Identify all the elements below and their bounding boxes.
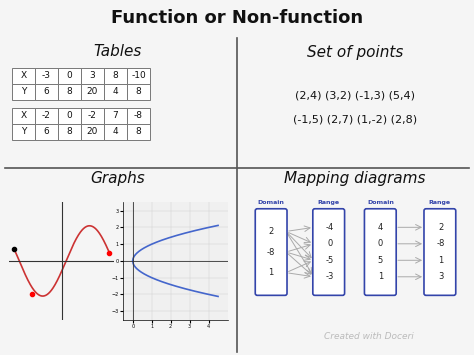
Text: 3: 3 [90,71,95,81]
Bar [35,68,58,84]
Bar [81,124,104,140]
Text: 4: 4 [113,127,118,137]
Text: Mapping diagrams: Mapping diagrams [284,170,426,186]
FancyBboxPatch shape [255,209,287,295]
Bar [58,84,81,100]
FancyBboxPatch shape [365,209,396,295]
Bar [12,124,35,140]
Text: 8: 8 [67,127,73,137]
Text: X: X [20,111,27,120]
Text: 4: 4 [113,87,118,97]
FancyBboxPatch shape [424,209,456,295]
Bar [127,68,150,84]
Text: Y: Y [21,127,26,137]
Text: 2: 2 [268,227,274,236]
Text: (2,4) (3,2) (-1,3) (5,4): (2,4) (3,2) (-1,3) (5,4) [295,90,415,100]
Bar [104,84,127,100]
Text: 1: 1 [378,272,383,281]
Text: 5: 5 [378,256,383,265]
Bar [81,68,104,84]
FancyBboxPatch shape [313,209,345,295]
Text: Y: Y [21,87,26,97]
Bar [58,124,81,140]
Text: 8: 8 [136,87,141,97]
Bar [35,84,58,100]
Bar [127,108,150,124]
Bar [104,124,127,140]
Text: 0: 0 [67,71,73,81]
Text: 20: 20 [87,87,98,97]
Text: Range: Range [318,200,340,204]
Text: 8: 8 [113,71,118,81]
Text: Function or Non-function: Function or Non-function [111,9,363,27]
Text: Tables: Tables [94,44,142,60]
Bar [127,84,150,100]
Text: -3: -3 [326,272,334,281]
Bar [35,108,58,124]
Text: Graphs: Graphs [91,170,146,186]
Bar [81,108,104,124]
Text: -8: -8 [134,111,143,120]
Bar [81,84,104,100]
Text: -8: -8 [437,239,445,248]
Text: Domain: Domain [367,200,394,204]
Text: 4: 4 [378,223,383,232]
Text: X: X [20,71,27,81]
Text: 0: 0 [67,111,73,120]
Text: (-1,5) (2,7) (1,-2) (2,8): (-1,5) (2,7) (1,-2) (2,8) [293,115,417,125]
Bar [35,124,58,140]
Text: -8: -8 [267,247,275,257]
Text: -5: -5 [326,256,334,265]
Text: -2: -2 [42,111,51,120]
Text: -10: -10 [131,71,146,81]
Text: 0: 0 [327,239,332,248]
Text: 7: 7 [113,111,118,120]
Bar [127,124,150,140]
Text: Range: Range [429,200,451,204]
Bar [58,108,81,124]
Text: 20: 20 [87,127,98,137]
Text: 0: 0 [378,239,383,248]
Text: 1: 1 [438,256,444,265]
Bar [12,84,35,100]
Bar [12,108,35,124]
Text: 8: 8 [136,127,141,137]
Text: -3: -3 [42,71,51,81]
Text: 1: 1 [268,268,274,277]
Text: 6: 6 [44,127,49,137]
Bar [12,68,35,84]
Text: 2: 2 [438,223,444,232]
Text: Domain: Domain [258,200,284,204]
Text: Created with Doceri: Created with Doceri [324,332,413,341]
Bar [104,68,127,84]
Text: 3: 3 [438,272,444,281]
Text: Set of points: Set of points [307,44,403,60]
Text: 8: 8 [67,87,73,97]
Bar [58,68,81,84]
Text: -2: -2 [88,111,97,120]
Text: -4: -4 [326,223,334,232]
Bar [104,108,127,124]
Text: 6: 6 [44,87,49,97]
